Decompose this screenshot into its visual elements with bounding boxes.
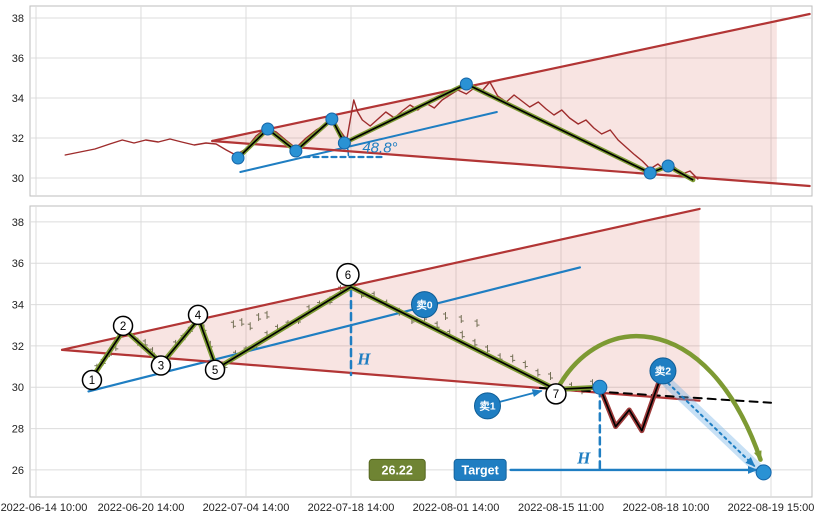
wedge-upper-line xyxy=(60,207,701,351)
pivot-dot[interactable] xyxy=(643,166,657,180)
pivot-dot[interactable] xyxy=(755,464,772,481)
candle-mark xyxy=(484,344,490,353)
sell-badge-2[interactable] xyxy=(649,357,677,385)
y-tick-label: 26 xyxy=(12,465,24,477)
wedge-upper-line xyxy=(211,12,811,143)
y-tick-label: 28 xyxy=(12,423,24,435)
swing-projection-curve xyxy=(549,333,763,462)
candle-mark xyxy=(474,319,480,328)
sell-badge-1[interactable] xyxy=(473,392,501,420)
blue-trendline xyxy=(87,266,581,393)
y-tick-label: 32 xyxy=(12,133,24,145)
x-tick-label: 2022-08-18 10:00 xyxy=(623,502,710,514)
broadening-wedge-fill xyxy=(62,208,700,401)
candle-mark xyxy=(522,360,528,369)
pivot-number-circle-4[interactable] xyxy=(187,304,209,326)
h-measure-label-2: H xyxy=(576,449,591,468)
target-label-box-label: Target xyxy=(462,463,500,477)
pivot-number-circle-1[interactable] xyxy=(81,369,103,391)
pivot-dot[interactable] xyxy=(592,379,608,395)
pivot-number-circle-2[interactable] xyxy=(112,315,134,337)
candle-mark xyxy=(256,313,262,322)
pivot-number-label: 7 xyxy=(553,389,559,401)
projection-dotted-arrow xyxy=(667,382,756,467)
x-tick-label: 2022-08-15 11:00 xyxy=(518,502,604,514)
pivot-number-label: 6 xyxy=(345,270,351,282)
sell-badge-label: 卖0 xyxy=(416,298,432,311)
broadening-wedge-fill xyxy=(212,21,777,184)
panel-top: 38 36 34 32 30 48.8° xyxy=(12,5,813,197)
pivot-dot[interactable] xyxy=(661,159,675,173)
y-tick-label: 36 xyxy=(12,53,24,65)
candle-mark xyxy=(264,310,270,319)
zigzag-line-red-core xyxy=(599,376,662,432)
pivot-number-label: 1 xyxy=(89,375,95,387)
y-tick-label: 34 xyxy=(12,299,24,311)
pivot-number-circle-5[interactable] xyxy=(204,359,226,380)
x-tick-label: 2022-06-20 14:00 xyxy=(98,502,185,514)
pivot-number-label: 4 xyxy=(195,310,202,322)
sell1-pointer-arrow xyxy=(499,389,543,403)
zigzag-line-core xyxy=(87,286,600,391)
candle-mark xyxy=(459,330,465,339)
pivot-number-circle-7[interactable] xyxy=(545,383,567,405)
angle-label: 48.8° xyxy=(362,139,397,156)
pivot-dot[interactable] xyxy=(459,77,473,91)
pivot-number-label: 5 xyxy=(212,365,218,377)
target-label-box[interactable] xyxy=(453,458,507,481)
sell-badge-label: 卖2 xyxy=(655,365,671,378)
candle-mark xyxy=(230,320,236,329)
x-tick-label: 2022-06-14 10:00 xyxy=(1,502,88,514)
h-measure-label-1: H xyxy=(356,349,371,368)
wedge-lower-line xyxy=(211,139,811,188)
candle-mark xyxy=(535,368,541,377)
pivot-dot[interactable] xyxy=(261,122,275,136)
x-tick-label: 2022-07-04 14:00 xyxy=(203,502,290,514)
y-tick-label: 32 xyxy=(12,341,24,353)
target-price-value-box-label: 26.22 xyxy=(382,463,413,477)
top-plot-area xyxy=(29,5,813,197)
sell-badge-label: 卖1 xyxy=(479,400,495,413)
blue-trendline xyxy=(239,111,498,173)
y-tick-label: 38 xyxy=(12,217,24,229)
pivot-dot[interactable] xyxy=(325,112,339,126)
sell-badge-0[interactable] xyxy=(410,291,438,319)
pivot-dot[interactable] xyxy=(289,144,303,158)
candle-mark xyxy=(547,371,553,380)
candle-mark xyxy=(510,354,516,363)
pivot-number-label: 2 xyxy=(120,321,126,333)
x-tick-label: 2022-07-18 14:00 xyxy=(308,502,395,514)
bottom-plot-area xyxy=(29,205,813,498)
y-tick-label: 36 xyxy=(12,258,24,270)
y-tick-label: 38 xyxy=(12,13,24,25)
candle-mark xyxy=(442,311,448,320)
x-tick-label: 2022-08-01 14:00 xyxy=(413,502,500,514)
candle-mark xyxy=(247,322,253,331)
pivot-number-circle-3[interactable] xyxy=(150,355,172,376)
y-tick-label: 30 xyxy=(12,173,24,185)
target-price-value-box[interactable] xyxy=(368,458,426,481)
pivot-number-circle-6[interactable] xyxy=(336,262,360,287)
candle-mark xyxy=(458,315,464,324)
pivot-dot[interactable] xyxy=(337,136,351,150)
y-tick-label: 34 xyxy=(12,93,24,105)
y-tick-label: 30 xyxy=(12,382,24,394)
pivot-dot[interactable] xyxy=(231,151,245,165)
candle-mark xyxy=(472,338,478,347)
pivot-number-label: 3 xyxy=(158,361,164,373)
x-tick-label: 2022-08-19 15:00 xyxy=(728,502,815,514)
candle-mark xyxy=(239,318,245,327)
